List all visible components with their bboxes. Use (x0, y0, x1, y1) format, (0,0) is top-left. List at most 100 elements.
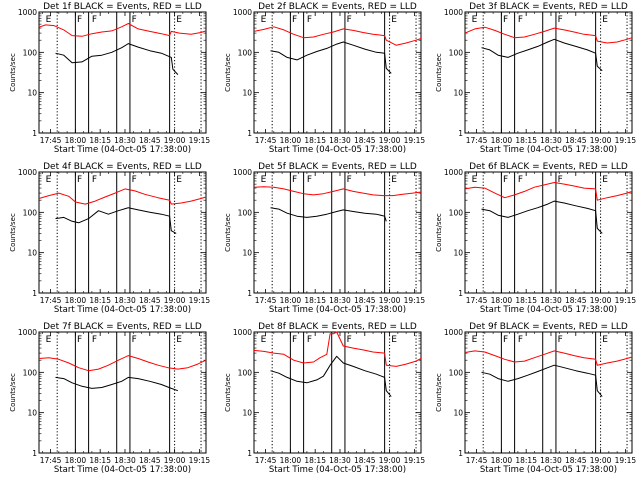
x-tick-label: 18:45 (354, 136, 376, 145)
x-axis-label: Start Time (04-Oct-05 17:38:00) (54, 465, 191, 475)
x-tick-label: 17:45 (466, 136, 488, 145)
x-axis-label: Start Time (04-Oct-05 17:38:00) (480, 305, 617, 315)
interval-flag: F (518, 335, 523, 345)
interval-flag: F (292, 15, 297, 25)
x-tick-label: 17:45 (40, 136, 62, 145)
events-series-line (55, 43, 179, 75)
x-axis-label: Start Time (04-Oct-05 17:38:00) (54, 145, 191, 155)
x-tick-label: 18:00 (491, 136, 513, 145)
y-axis-label: Counts/sec (224, 213, 232, 252)
x-tick-label: 18:30 (540, 136, 562, 145)
x-tick-label: 18:30 (329, 456, 351, 465)
y-tick-label: 1 (247, 449, 252, 458)
interval-flag: E (472, 175, 478, 185)
y-tick-label: 1000 (18, 328, 37, 337)
x-tick-label: 18:45 (565, 296, 587, 305)
panel-title: Det 6f BLACK = Events, RED = LLD (469, 162, 628, 172)
y-tick-label: 1000 (233, 328, 252, 337)
y-tick-label: 1000 (18, 168, 37, 177)
panel-7: Det 7f BLACK = Events, RED = LLD 1 10 100 10… (9, 322, 210, 475)
interval-flag: F (132, 175, 137, 185)
interval-flag: E (391, 335, 397, 345)
plot-frame (38, 11, 207, 134)
x-tick-label: 17:45 (40, 456, 62, 465)
x-tick-label: 19:00 (379, 136, 401, 145)
panel-5: Det 5f BLACK = Events, RED = LLD 1 10 100 10… (224, 162, 425, 315)
y-tick-label: 100 (23, 208, 38, 217)
x-tick-label: 18:30 (114, 296, 136, 305)
panel-title: Det 9f BLACK = Events, RED = LLD (469, 322, 628, 332)
y-axis-label: Counts/sec (9, 53, 17, 92)
y-axis-label: Counts/sec (435, 213, 443, 252)
x-tick-label: 18:00 (491, 296, 513, 305)
interval-flag: E (602, 15, 608, 25)
y-tick-label: 1 (32, 449, 37, 458)
x-axis-label: Start Time (04-Oct-05 17:38:00) (269, 305, 406, 315)
y-axis-label: Counts/sec (435, 373, 443, 412)
x-tick-label: 19:15 (615, 296, 637, 305)
y-tick-label: 100 (238, 208, 253, 217)
interval-flag: F (292, 175, 297, 185)
x-tick-label: 19:00 (590, 136, 612, 145)
y-tick-label: 1000 (444, 8, 463, 17)
interval-flag: E (391, 175, 397, 185)
interval-flag: E (472, 335, 478, 345)
interval-flag: F (132, 15, 137, 25)
y-tick-label: 10 (453, 409, 463, 418)
x-tick-label: 18:15 (515, 296, 537, 305)
interval-flag: F (558, 15, 563, 25)
lld-series-line (253, 331, 422, 367)
plot-frame (253, 11, 422, 134)
interval-flag: F (77, 335, 82, 345)
panel-3: Det 3f BLACK = Events, RED = LLD 1 10 100 10… (435, 2, 636, 155)
y-tick-label: 100 (449, 48, 464, 57)
x-axis-label: Start Time (04-Oct-05 17:38:00) (480, 465, 617, 475)
interval-flag: F (503, 15, 508, 25)
events-series-line (481, 38, 603, 72)
x-tick-label: 18:45 (139, 296, 161, 305)
panel-8: Det 8f BLACK = Events, RED = LLD 1 10 100 10… (224, 322, 425, 475)
y-tick-label: 100 (449, 208, 464, 217)
interval-flag: F (307, 15, 312, 25)
x-tick-label: 18:15 (304, 456, 326, 465)
panel-6: Det 6f BLACK = Events, RED = LLD 1 10 100 10… (435, 162, 636, 315)
x-tick-label: 17:45 (466, 296, 488, 305)
y-tick-label: 10 (242, 409, 252, 418)
interval-flag: F (92, 335, 97, 345)
y-axis-label: Counts/sec (9, 373, 17, 412)
x-tick-label: 18:45 (139, 456, 161, 465)
x-tick-label: 19:00 (590, 296, 612, 305)
x-tick-label: 18:15 (89, 136, 111, 145)
y-axis-label: Counts/sec (224, 373, 232, 412)
y-axis-label: Counts/sec (9, 213, 17, 252)
interval-flag: F (503, 175, 508, 185)
x-tick-label: 18:00 (65, 456, 87, 465)
y-tick-label: 1 (32, 129, 37, 138)
x-tick-label: 18:15 (89, 456, 111, 465)
x-tick-label: 18:45 (139, 136, 161, 145)
panel-title: Det 1f BLACK = Events, RED = LLD (43, 2, 202, 12)
x-tick-label: 19:15 (189, 456, 211, 465)
interval-flag: F (518, 175, 523, 185)
panel-4: Det 4f BLACK = Events, RED = LLD 1 10 100 10… (9, 162, 210, 315)
x-tick-label: 19:15 (189, 296, 211, 305)
lld-series-line (464, 350, 633, 366)
y-tick-label: 1000 (444, 328, 463, 337)
x-axis-label: Start Time (04-Oct-05 17:38:00) (54, 305, 191, 315)
x-tick-label: 18:15 (515, 136, 537, 145)
y-tick-label: 100 (449, 368, 464, 377)
x-tick-label: 18:00 (491, 456, 513, 465)
interval-flag: E (602, 335, 608, 345)
x-tick-label: 19:15 (615, 136, 637, 145)
interval-flag: F (92, 175, 97, 185)
interval-flag: E (602, 175, 608, 185)
panel-title: Det 2f BLACK = Events, RED = LLD (258, 2, 417, 12)
y-tick-label: 10 (453, 89, 463, 98)
interval-flag: F (77, 175, 82, 185)
interval-flag: E (176, 15, 182, 25)
interval-flag: F (558, 335, 563, 345)
interval-flag: E (176, 335, 182, 345)
lld-series-line (464, 26, 633, 44)
y-tick-label: 1 (32, 289, 37, 298)
